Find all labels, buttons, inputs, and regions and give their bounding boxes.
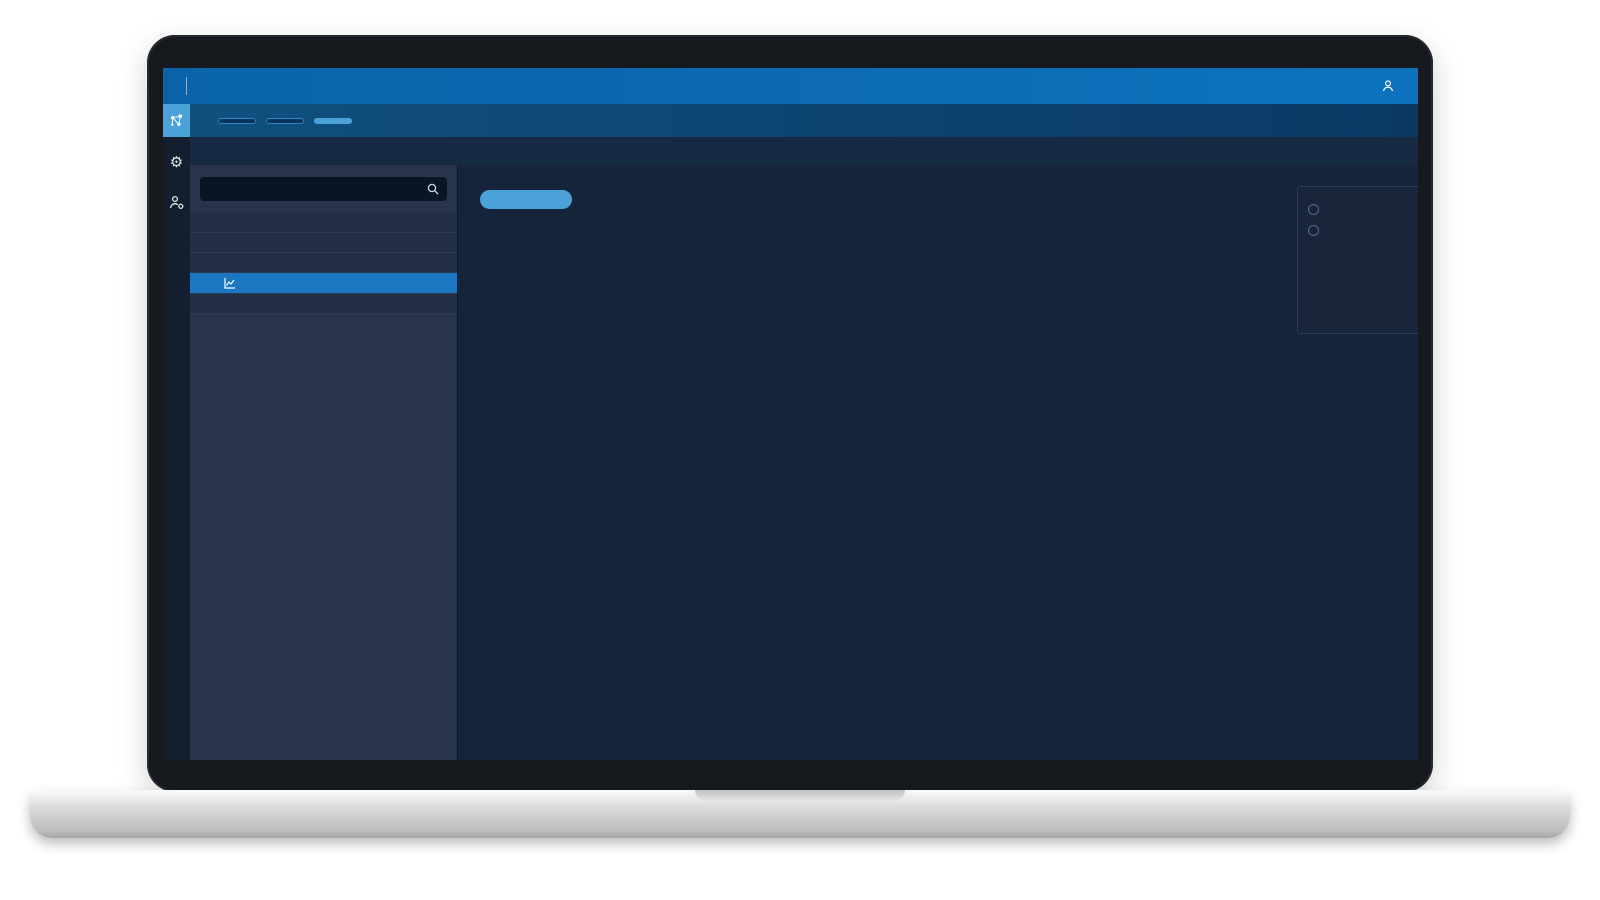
chart-icon: [224, 278, 235, 289]
legend-show-plan[interactable]: [1308, 199, 1418, 220]
rail-item-settings[interactable]: ⚙: [163, 145, 190, 178]
laptop-base: [30, 790, 1570, 838]
gear-icon: ⚙: [169, 153, 184, 171]
laptop-frame: ⚙: [147, 35, 1433, 792]
tree-item-tsd-report-selected[interactable]: [190, 273, 457, 294]
radio-circle-icon: [1308, 225, 1319, 236]
user-menu[interactable]: [1382, 80, 1404, 92]
legend-arterial-upward[interactable]: [1308, 283, 1418, 304]
arterial-upward-dot-icon: [1308, 288, 1319, 299]
patterns-button[interactable]: [480, 190, 572, 209]
tree-item-time-space-diagrams[interactable]: [190, 213, 457, 233]
tree-item-site-based-reports[interactable]: [190, 294, 457, 314]
arterial-downward-dot-icon: [1308, 309, 1319, 320]
legend-upward-link-band[interactable]: [1308, 241, 1418, 262]
upward-band-dot-icon: [1308, 246, 1319, 257]
tab-reports[interactable]: [314, 117, 352, 124]
title-bar: [190, 137, 1418, 165]
nav-bar: [190, 104, 1418, 137]
legend-downward-link-band[interactable]: [1308, 262, 1418, 283]
network-icon: [171, 114, 183, 126]
radio-circle-icon: [1308, 204, 1319, 215]
tree-item-4-sites[interactable]: [190, 253, 457, 273]
diagram-panel: [458, 165, 1418, 760]
content-area: [190, 165, 1418, 760]
tab-links[interactable]: [266, 117, 304, 124]
top-bar: [163, 68, 1418, 104]
left-rail: ⚙: [163, 104, 190, 760]
app-screen: ⚙: [163, 68, 1418, 760]
rail-item-network[interactable]: [163, 104, 190, 137]
rail-item-user-admin[interactable]: [163, 186, 190, 219]
legend-show-labels[interactable]: [1308, 220, 1418, 241]
tree-item-3-sites[interactable]: [190, 233, 457, 253]
tab-sites[interactable]: [218, 117, 256, 124]
reports-sidebar: [190, 165, 458, 760]
user-gear-icon: [169, 195, 183, 209]
brand-divider: [186, 77, 187, 95]
reports-tree: [190, 213, 457, 314]
search-input[interactable]: [208, 182, 427, 196]
search-box: [200, 177, 447, 201]
report-title: [190, 144, 1418, 158]
legend-panel: [1297, 186, 1418, 334]
downward-band-dot-icon: [1308, 267, 1319, 278]
search-icon[interactable]: [427, 183, 439, 195]
legend-arterial-downward[interactable]: [1308, 304, 1418, 325]
person-icon: [1382, 80, 1394, 92]
